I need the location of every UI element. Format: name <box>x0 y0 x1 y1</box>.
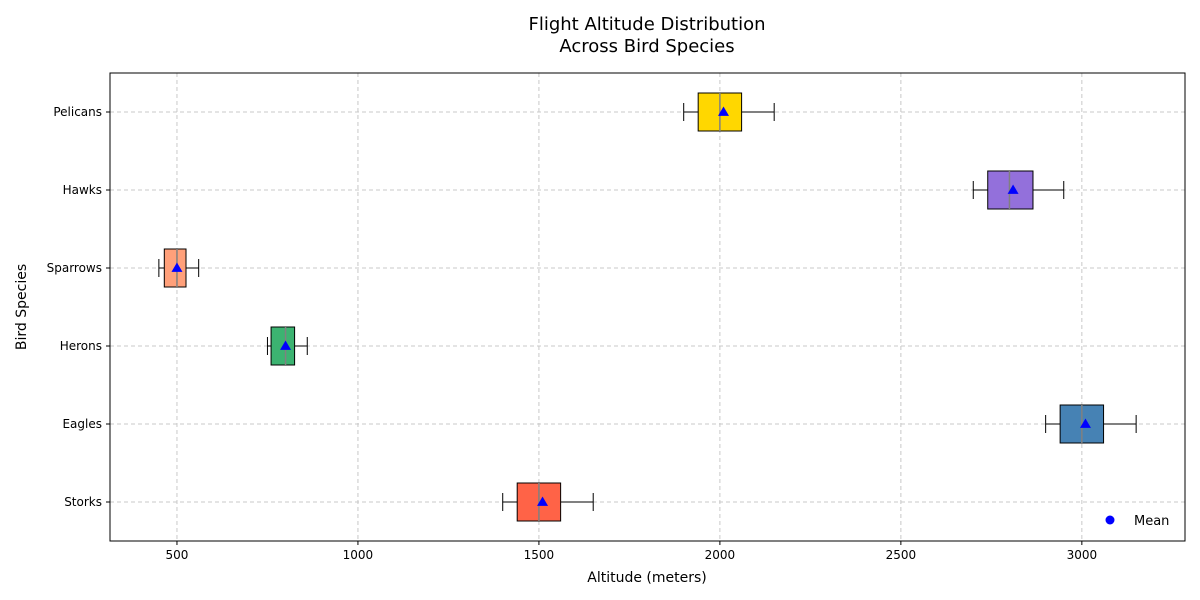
x-tick-label: 500 <box>166 548 189 562</box>
mean-marker <box>1079 418 1091 428</box>
boxes-layer <box>158 92 1137 522</box>
mean-marker <box>1007 184 1019 194</box>
box-herons <box>266 326 308 366</box>
box-eagles <box>1045 404 1137 444</box>
x-tick-label: 2000 <box>705 548 736 562</box>
grid-lines <box>110 73 1185 541</box>
chart-title-line-1: Flight Altitude Distribution <box>528 14 765 35</box>
y-tick-label: Storks <box>64 495 102 509</box>
plot-frame <box>109 72 1186 542</box>
y-tick-label: Herons <box>60 339 102 353</box>
y-tick-label: Eagles <box>62 417 102 431</box>
x-tick-label: 1500 <box>524 548 555 562</box>
mean-marker <box>537 496 549 506</box>
chart-title-line-2: Across Bird Species <box>559 36 734 57</box>
x-axis-title: Altitude (meters) <box>587 570 707 586</box>
x-tick-label: 3000 <box>1067 548 1098 562</box>
mean-marker <box>280 340 292 350</box>
y-tick-label: Pelicans <box>53 105 102 119</box>
legend-mean-marker <box>1105 515 1115 525</box>
axis-ticks: 500 1000 1500 2000 2500 3000 Storks Eagles Heron… <box>47 105 1098 562</box>
mean-marker <box>718 106 730 116</box>
y-tick-label: Sparrows <box>47 261 102 275</box>
y-axis-title: Bird Species <box>14 264 30 350</box>
y-tick-label: Hawks <box>63 183 102 197</box>
box-pelicans <box>683 92 775 132</box>
legend-mean-label: Mean <box>1134 514 1169 529</box>
box-hawks <box>972 170 1065 210</box>
box-storks <box>502 482 594 522</box>
box-sparrows <box>158 248 200 288</box>
mean-marker <box>171 262 183 272</box>
x-tick-label: 1000 <box>343 548 374 562</box>
legend: Mean <box>1105 514 1169 529</box>
x-tick-label: 2500 <box>886 548 917 562</box>
